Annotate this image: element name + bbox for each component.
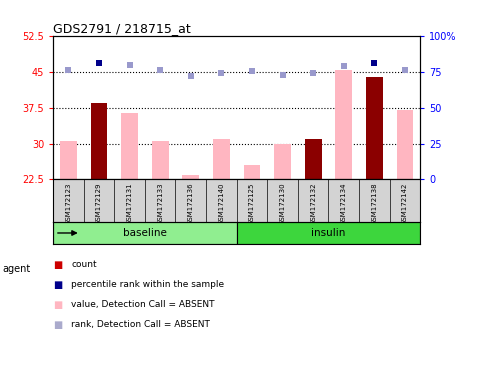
Point [126,62,133,68]
Text: ■: ■ [53,260,62,270]
Point [279,71,286,78]
Text: GSM172130: GSM172130 [280,182,285,225]
Text: GDS2791 / 218715_at: GDS2791 / 218715_at [53,22,191,35]
Text: GSM172140: GSM172140 [218,182,225,225]
Text: GSM172134: GSM172134 [341,182,347,225]
Text: ■: ■ [53,300,62,310]
FancyBboxPatch shape [53,222,237,244]
Text: agent: agent [2,264,30,274]
Bar [152,141,169,179]
Text: ■: ■ [53,280,62,290]
Bar [335,70,352,179]
Text: insulin: insulin [311,228,346,238]
Bar [274,144,291,179]
Bar [121,113,138,179]
Text: GSM172138: GSM172138 [371,182,377,225]
Bar [366,77,383,179]
Text: GSM172129: GSM172129 [96,182,102,225]
Text: value, Detection Call = ABSENT: value, Detection Call = ABSENT [71,300,215,310]
Text: rank, Detection Call = ABSENT: rank, Detection Call = ABSENT [71,320,211,329]
Bar [60,141,77,179]
Point [95,60,103,66]
Point [156,67,164,73]
Bar [91,103,107,179]
Point [248,68,256,74]
Text: GSM172132: GSM172132 [310,182,316,225]
Text: GSM172136: GSM172136 [188,182,194,225]
FancyBboxPatch shape [237,222,420,244]
Text: count: count [71,260,97,270]
Point [217,70,225,76]
Text: GSM172125: GSM172125 [249,182,255,225]
Point [187,73,195,79]
Point [370,60,378,66]
Bar [397,110,413,179]
Bar [213,139,230,179]
Text: GSM172131: GSM172131 [127,182,133,225]
Text: GSM172142: GSM172142 [402,182,408,225]
Bar [305,139,322,179]
Point [309,70,317,76]
Point [65,67,72,73]
Text: GSM172133: GSM172133 [157,182,163,225]
Text: GSM172123: GSM172123 [65,182,71,225]
Bar [243,165,260,179]
Point [340,63,348,69]
Text: percentile rank within the sample: percentile rank within the sample [71,280,225,290]
Point [401,67,409,73]
Text: baseline: baseline [123,228,167,238]
Text: ■: ■ [53,320,62,330]
Bar [183,175,199,179]
